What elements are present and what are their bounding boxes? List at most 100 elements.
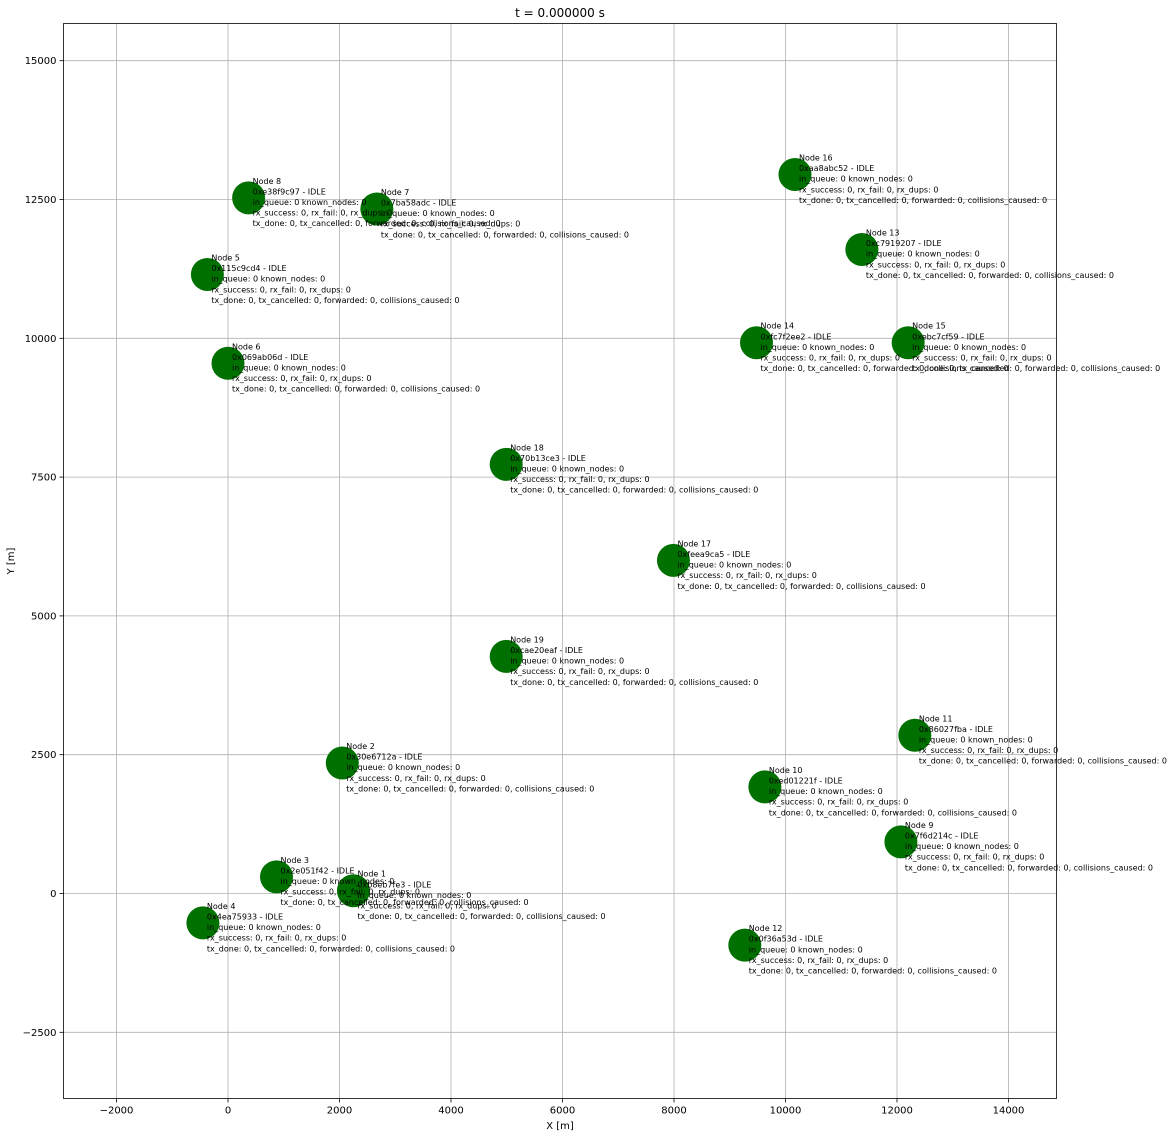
chart-title: t = 0.000000 s (515, 6, 605, 20)
node-label-line: in_queue: 0 known_nodes: 0 (510, 657, 624, 666)
axis-ticks: −2000 0 2000 4000 6000 8000 10000 12000 14000 −25… (23, 56, 1025, 1116)
node-label-line: tx_done: 0, tx_cancelled: 0, forwarded: … (677, 582, 925, 591)
y-tick-label: −2500 (23, 1028, 57, 1039)
node-label: Node 17 0xfeea9ca5 - IDLE in_queue: 0 know… (677, 539, 925, 590)
node-label-line: 0xaa8abc52 - IDLE (799, 164, 874, 173)
node-marker (325, 746, 359, 780)
node-label-line: Node 4 (207, 902, 236, 911)
node-marker (884, 825, 918, 859)
node-label-line: Node 1 (357, 870, 386, 879)
node-label-line: Node 15 (912, 322, 946, 331)
node-label-line: in_queue: 0 known_nodes: 0 (769, 787, 883, 796)
x-tick-label: 6000 (550, 1106, 575, 1117)
node-label-line: rx_success: 0, rx_fail: 0, rx_dups: 0 (919, 746, 1058, 755)
node-label-line: rx_success: 0, rx_fail: 0, rx_dups: 0 (799, 185, 938, 194)
node-label: Node 19 0xcae20eaf - IDLE in_queue: 0 know… (510, 635, 758, 686)
x-tick-label: 10000 (770, 1106, 802, 1117)
node-label-line: 0x86027fba - IDLE (919, 725, 993, 734)
y-axis-label: Y [m] (6, 547, 17, 575)
node-label-line: in_queue: 0 known_nodes: 0 (211, 275, 325, 284)
node-label-line: tx_done: 0, tx_cancelled: 0, forwarded: … (253, 219, 501, 228)
y-tick-label: 7500 (31, 473, 56, 484)
node-label-line: Node 9 (905, 821, 934, 830)
node-marker (360, 192, 394, 226)
node-label-line: in_queue: 0 known_nodes: 0 (510, 465, 624, 474)
node-label-line: rx_success: 0, rx_fail: 0, rx_dups: 0 (211, 285, 350, 294)
y-tick-label: 10000 (25, 334, 57, 345)
node-marker (740, 326, 774, 360)
node-label-line: tx_done: 0, tx_cancelled: 0, forwarded: … (211, 296, 459, 305)
node-label-line: 0x7f6d214c - IDLE (905, 831, 979, 840)
y-tick-label: 15000 (25, 56, 57, 67)
node-label-line: Node 5 (211, 253, 240, 262)
node-label-line: tx_done: 0, tx_cancelled: 0, forwarded: … (207, 944, 455, 953)
node-label-line: rx_success: 0, rx_fail: 0, rx_dups: 0 (207, 934, 346, 943)
x-tick-label: 8000 (661, 1106, 686, 1117)
node-label-line: Node 19 (510, 635, 544, 644)
node-label-line: Node 11 (919, 714, 953, 723)
node-label-line: rx_success: 0, rx_fail: 0, rx_dups: 0 (510, 475, 649, 484)
node-label-line: 0x069ab06d - IDLE (232, 353, 308, 362)
node-label-line: in_queue: 0 known_nodes: 0 (905, 842, 1019, 851)
node-label-line: in_queue: 0 known_nodes: 0 (749, 945, 863, 954)
node-label-line: rx_success: 0, rx_fail: 0, rx_dups: 0 (769, 798, 908, 807)
node-label-line: 0x115c9cd4 - IDLE (211, 264, 286, 273)
node-label-line: rx_success: 0, rx_fail: 0, rx_dups: 0 (253, 209, 392, 218)
node-marker (260, 860, 294, 894)
node-label-line: in_queue: 0 known_nodes: 0 (799, 175, 913, 184)
node-marker (748, 770, 782, 804)
node-marker (656, 543, 690, 577)
node-label-line: rx_success: 0, rx_fail: 0, rx_dups: 0 (749, 956, 888, 965)
x-tick-label: 2000 (327, 1106, 352, 1117)
node-label-line: tx_done: 0, tx_cancelled: 0, forwarded: … (510, 678, 758, 687)
node-marker (211, 346, 245, 380)
node-label-line: tx_done: 0, tx_cancelled: 0, forwarded: … (866, 271, 1114, 280)
node-label-line: tx_done: 0, tx_cancelled: 0, forwarded: … (761, 364, 1009, 373)
plot-frame (63, 23, 1057, 1099)
node-marker (891, 326, 925, 360)
node-label: Node 13 0xc7919207 - IDLE in_queue: 0 know… (866, 228, 1114, 279)
node-label-line: 0xb8eb7fe3 - IDLE (357, 880, 431, 889)
node-label-line: Node 3 (281, 856, 310, 865)
x-tick-label: 12000 (881, 1106, 913, 1117)
x-tick-label: −2000 (100, 1106, 134, 1117)
node-label-line: tx_done: 0, tx_cancelled: 0, forwarded: … (381, 230, 629, 239)
node-label-line: Node 12 (749, 924, 783, 933)
node-label-line: rx_success: 0, rx_fail: 0, rx_dups: 0 (761, 354, 900, 363)
node-marker (898, 718, 932, 752)
node-label-line: Node 18 (510, 443, 544, 452)
node-marker (336, 874, 370, 908)
node-label-line: tx_done: 0, tx_cancelled: 0, forwarded: … (769, 808, 1017, 817)
node-label-line: 0x0f36a53d - IDLE (749, 935, 823, 944)
node-label: Node 18 0x70b13ce3 - IDLE in_queue: 0 know… (510, 443, 758, 494)
node-label-line: in_queue: 0 known_nodes: 0 (919, 735, 1033, 744)
node-marker (728, 928, 762, 962)
node-marker (190, 257, 224, 291)
node-label-line: in_queue: 0 known_nodes: 0 (357, 891, 471, 900)
node-label-line: in_queue: 0 known_nodes: 0 (381, 209, 495, 218)
node-label-line: rx_success: 0, rx_fail: 0, rx_dups: 0 (381, 220, 520, 229)
node-label-line: in_queue: 0 known_nodes: 0 (761, 343, 875, 352)
y-tick-label: 2500 (31, 750, 56, 761)
node-label-line: tx_done: 0, tx_cancelled: 0, forwarded: … (357, 912, 605, 921)
node-marker (232, 181, 266, 215)
node-marker (489, 639, 523, 673)
node-label-line: 0x70b13ce3 - IDLE (510, 454, 586, 463)
node-label-line: tx_done: 0, tx_cancelled: 0, forwarded: … (912, 364, 1160, 373)
node-label-line: Node 14 (761, 322, 795, 331)
node-label-line: Node 6 (232, 342, 261, 351)
node-label-line: 0x30e6712a - IDLE (346, 753, 422, 762)
